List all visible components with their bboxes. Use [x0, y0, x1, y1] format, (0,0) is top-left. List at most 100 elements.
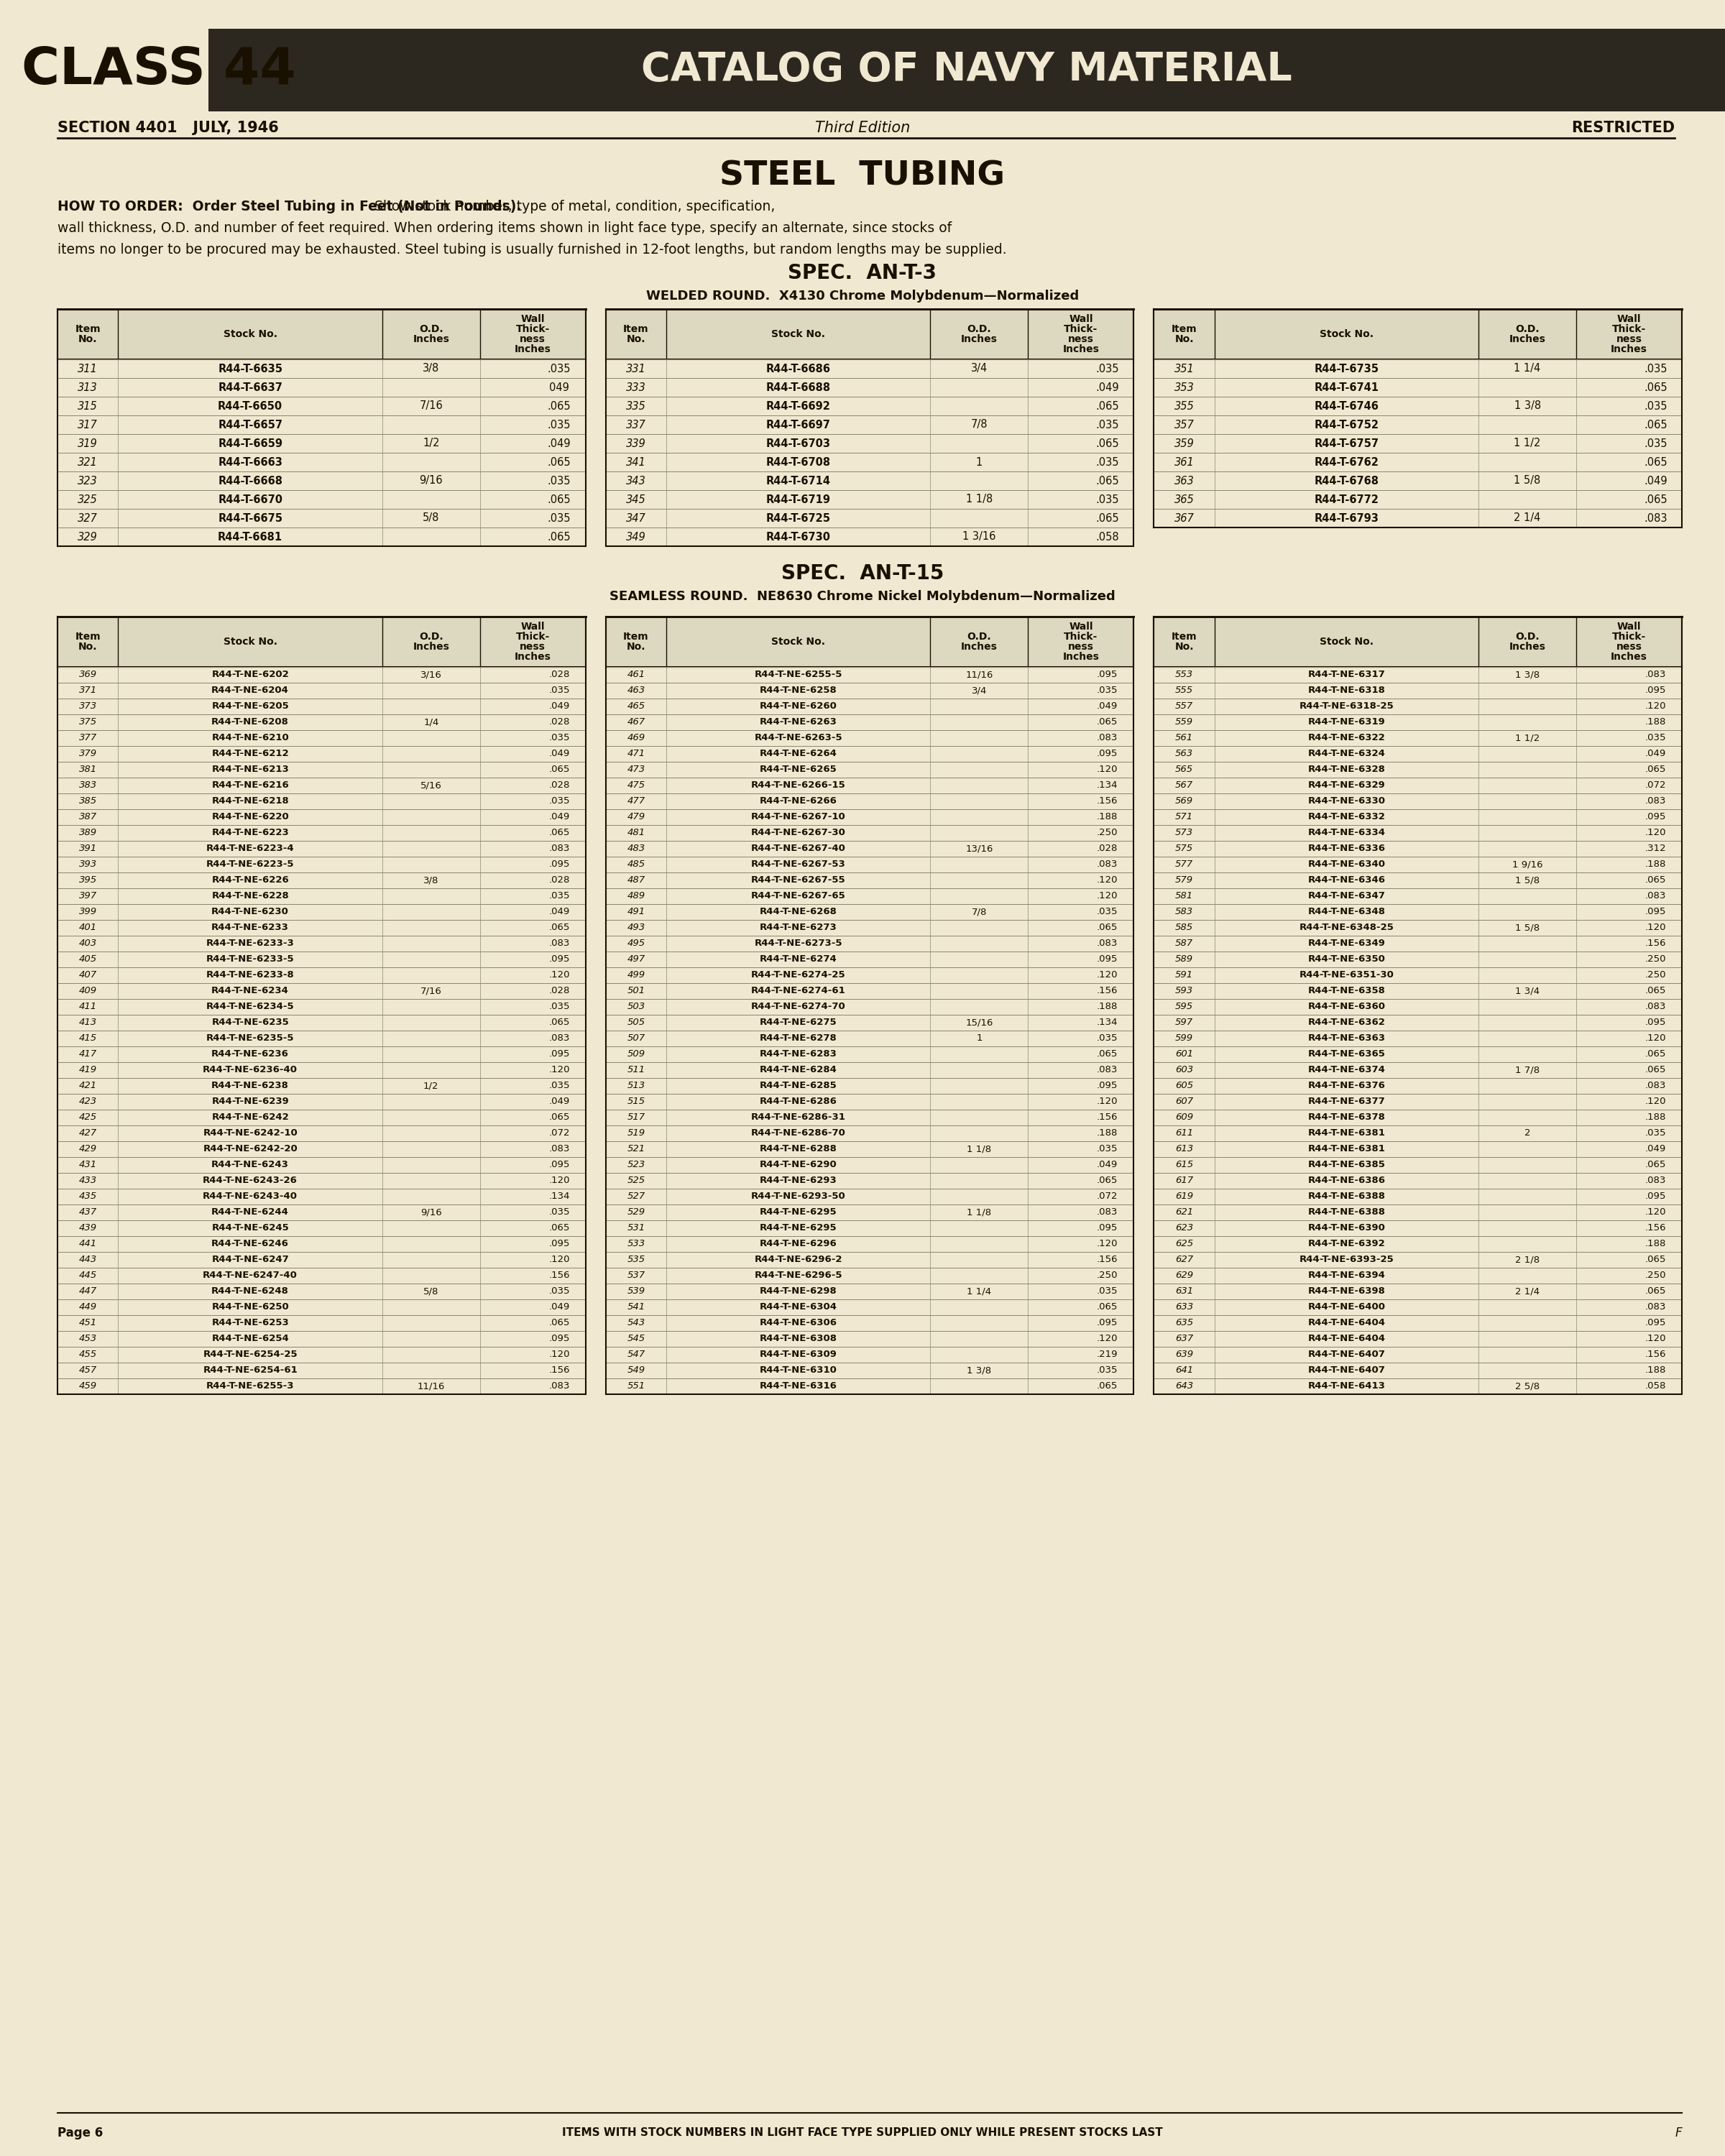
Text: R44-T-NE-6248: R44-T-NE-6248: [212, 1287, 290, 1296]
Text: R44-T-NE-6226: R44-T-NE-6226: [212, 875, 290, 884]
Text: Inches: Inches: [412, 642, 450, 651]
Text: 415: 415: [79, 1035, 97, 1044]
Text: O.D.: O.D.: [419, 632, 443, 642]
Text: .156: .156: [1646, 940, 1666, 949]
Text: .134: .134: [549, 1192, 569, 1201]
Text: R44-T-6746: R44-T-6746: [1314, 401, 1378, 412]
Text: 333: 333: [626, 382, 645, 392]
Text: .095: .095: [549, 1050, 569, 1059]
Text: 621: 621: [1175, 1207, 1194, 1216]
Text: .035: .035: [1097, 908, 1118, 916]
Text: .120: .120: [1646, 1097, 1666, 1106]
Text: R44-T-6762: R44-T-6762: [1314, 457, 1378, 468]
Text: .065: .065: [1644, 418, 1666, 431]
Text: R44-T-NE-6235-5: R44-T-NE-6235-5: [207, 1035, 295, 1044]
Text: .083: .083: [1097, 1207, 1118, 1216]
Text: 631: 631: [1175, 1287, 1194, 1296]
Text: ness: ness: [519, 642, 545, 651]
Text: 587: 587: [1175, 940, 1194, 949]
Text: No.: No.: [78, 642, 97, 651]
Text: ness: ness: [1068, 334, 1094, 345]
Text: 329: 329: [78, 533, 98, 543]
Text: 401: 401: [79, 923, 97, 931]
Text: .083: .083: [1646, 671, 1666, 679]
Text: 625: 625: [1175, 1240, 1194, 1248]
Text: R44-T-6692: R44-T-6692: [766, 401, 831, 412]
Text: 357: 357: [1175, 418, 1194, 431]
Text: Stock No.: Stock No.: [1320, 636, 1373, 647]
Text: 311: 311: [78, 362, 98, 375]
Text: 1 5/8: 1 5/8: [1515, 923, 1540, 931]
Text: .065: .065: [549, 765, 569, 774]
Text: .083: .083: [1646, 1003, 1666, 1011]
Text: 351: 351: [1175, 362, 1194, 375]
Text: R44-T-NE-6258: R44-T-NE-6258: [759, 686, 837, 694]
Text: 1 1/4: 1 1/4: [968, 1287, 992, 1296]
Text: R44-T-NE-6340: R44-T-NE-6340: [1308, 860, 1385, 869]
Text: Thick-: Thick-: [1613, 323, 1646, 334]
Text: .065: .065: [1646, 987, 1666, 996]
Text: Inches: Inches: [1611, 345, 1647, 354]
Text: R44-T-NE-6218: R44-T-NE-6218: [212, 798, 290, 806]
Text: Wall: Wall: [1070, 621, 1094, 632]
Text: R44-T-NE-6266-15: R44-T-NE-6266-15: [750, 780, 845, 791]
Text: 517: 517: [626, 1112, 645, 1121]
Text: .120: .120: [1646, 828, 1666, 839]
Text: 589: 589: [1175, 955, 1194, 964]
Text: .035: .035: [1097, 1145, 1118, 1153]
Text: R44-T-NE-6316: R44-T-NE-6316: [759, 1382, 837, 1391]
Text: R44-T-6703: R44-T-6703: [766, 438, 831, 448]
Text: 509: 509: [626, 1050, 645, 1059]
Text: 597: 597: [1175, 1018, 1194, 1028]
Text: .065: .065: [1097, 1302, 1118, 1311]
Text: 477: 477: [626, 798, 645, 806]
Text: .083: .083: [1644, 513, 1666, 524]
Text: R44-T-NE-6390: R44-T-NE-6390: [1308, 1225, 1385, 1233]
Text: 561: 561: [1175, 733, 1194, 742]
Text: R44-T-NE-6216: R44-T-NE-6216: [212, 780, 290, 791]
Text: .065: .065: [547, 401, 571, 412]
Text: .120: .120: [1097, 875, 1118, 884]
Text: .095: .095: [1646, 908, 1666, 916]
Text: O.D.: O.D.: [419, 323, 443, 334]
Text: R44-T-6675: R44-T-6675: [217, 513, 283, 524]
Text: .095: .095: [1646, 686, 1666, 694]
Text: Inches: Inches: [412, 334, 450, 345]
Text: .250: .250: [1646, 1272, 1666, 1281]
Text: 405: 405: [79, 955, 97, 964]
Text: R44-T-NE-6346: R44-T-NE-6346: [1308, 875, 1385, 884]
Text: 1/2: 1/2: [423, 438, 440, 448]
Text: 435: 435: [79, 1192, 97, 1201]
Text: R44-T-NE-6283: R44-T-NE-6283: [759, 1050, 837, 1059]
Text: .188: .188: [1646, 718, 1666, 727]
Text: .095: .095: [1097, 1082, 1118, 1091]
Text: 515: 515: [626, 1097, 645, 1106]
Text: .120: .120: [1097, 1240, 1118, 1248]
Text: .120: .120: [1097, 765, 1118, 774]
Text: 433: 433: [79, 1177, 97, 1186]
Text: .035: .035: [1097, 686, 1118, 694]
Text: .049: .049: [547, 438, 571, 448]
Text: .049: .049: [1646, 1145, 1666, 1153]
Text: 593: 593: [1175, 987, 1194, 996]
Text: .083: .083: [1646, 1302, 1666, 1311]
Text: 577: 577: [1175, 860, 1194, 869]
Text: .156: .156: [1097, 987, 1118, 996]
Text: .028: .028: [549, 671, 569, 679]
Text: R44-T-6668: R44-T-6668: [217, 476, 283, 487]
Text: .188: .188: [1097, 1130, 1118, 1138]
Text: 383: 383: [79, 780, 97, 791]
Text: .065: .065: [1646, 1065, 1666, 1076]
Text: .065: .065: [1644, 494, 1666, 505]
Text: 1 7/8: 1 7/8: [1515, 1065, 1540, 1076]
Text: 335: 335: [626, 401, 645, 412]
Text: 519: 519: [626, 1130, 645, 1138]
Text: 531: 531: [626, 1225, 645, 1233]
Text: 049: 049: [549, 382, 569, 392]
Text: Page 6: Page 6: [57, 2126, 104, 2139]
Text: R44-T-NE-6348-25: R44-T-NE-6348-25: [1299, 923, 1394, 931]
Text: 353: 353: [1175, 382, 1194, 392]
Text: R44-T-NE-6388: R44-T-NE-6388: [1308, 1192, 1385, 1201]
Text: R44-T-NE-6293: R44-T-NE-6293: [759, 1177, 837, 1186]
Text: .035: .035: [1644, 438, 1666, 448]
